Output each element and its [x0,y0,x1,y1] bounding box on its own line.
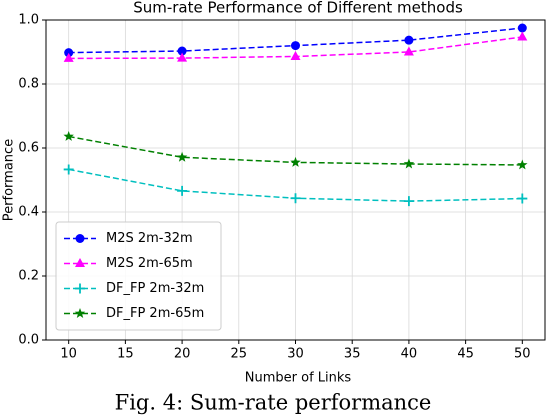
marker [75,234,85,243]
legend: M2S 2m-32m M2S 2m-65m DF_FP 2m-32m DF_FP 2m… [55,221,222,331]
x-axis-label: Number of Links [245,371,352,386]
marker [517,31,528,41]
legend-label: DF_FP 2m-65m [106,306,204,321]
x-tick-label: 30 [287,347,304,362]
marker [403,158,415,169]
legend-label: DF_FP 2m-32m [106,281,204,296]
chart-title: Sum-rate Performance of Different method… [133,0,463,17]
x-tick-label: 50 [514,347,531,362]
marker [75,283,85,294]
marker [403,46,414,56]
y-tick-label: 1.0 [18,13,39,28]
marker [404,35,414,45]
x-tick-label: 20 [174,347,191,362]
marker [403,196,414,207]
marker [177,46,187,56]
marker [63,130,74,141]
y-axis-label: Performance [2,139,17,221]
plot-frame [45,19,546,341]
marker [517,23,527,33]
marker [177,52,188,62]
y-tick-label: 0.0 [18,333,39,348]
marker [290,193,301,204]
x-tick-label: 25 [231,347,248,362]
y-tick-label: 0.4 [18,205,39,220]
x-tick-label: 10 [60,347,77,362]
marker [290,50,301,60]
y-tick-label: 0.8 [18,77,39,92]
marker [291,41,300,51]
marker [177,185,188,196]
marker [75,258,85,267]
legend-box [55,221,222,331]
x-tick-label: 35 [344,347,361,362]
marker [63,52,74,62]
y-tick-label: 0.2 [18,269,39,284]
marker [290,156,301,167]
legend-label: M2S 2m-32m [106,231,193,246]
marker [517,193,528,204]
marker [517,159,528,170]
marker [176,151,188,162]
x-tick-label: 40 [401,347,418,362]
marker [63,164,74,175]
x-tick-label: 15 [117,347,134,362]
y-tick-label: 0.6 [18,141,39,156]
caption: Fig. 4: Sum-rate performance [115,391,432,415]
marker [74,308,86,318]
legend-label: M2S 2m-65m [106,256,193,271]
x-tick-label: 45 [457,347,474,362]
marker [64,48,74,58]
